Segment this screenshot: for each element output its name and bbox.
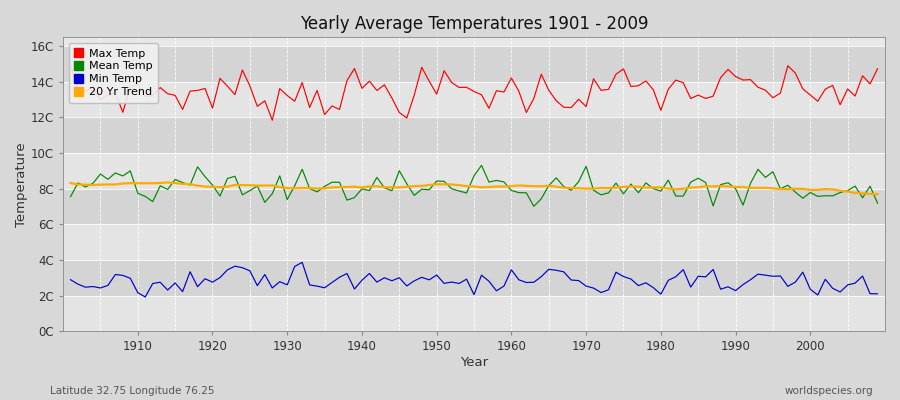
Bar [63,189,885,224]
Title: Yearly Average Temperatures 1901 - 2009: Yearly Average Temperatures 1901 - 2009 [300,15,648,33]
Bar [63,82,885,118]
Bar [63,260,885,296]
X-axis label: Year: Year [460,356,488,369]
Y-axis label: Temperature: Temperature [15,142,28,226]
Bar [63,46,885,82]
Bar [63,224,885,260]
Bar [63,296,885,331]
Bar [63,153,885,189]
Text: Latitude 32.75 Longitude 76.25: Latitude 32.75 Longitude 76.25 [50,386,214,396]
Text: worldspecies.org: worldspecies.org [785,386,873,396]
Bar [63,118,885,153]
Legend: Max Temp, Mean Temp, Min Temp, 20 Yr Trend: Max Temp, Mean Temp, Min Temp, 20 Yr Tre… [68,43,158,103]
